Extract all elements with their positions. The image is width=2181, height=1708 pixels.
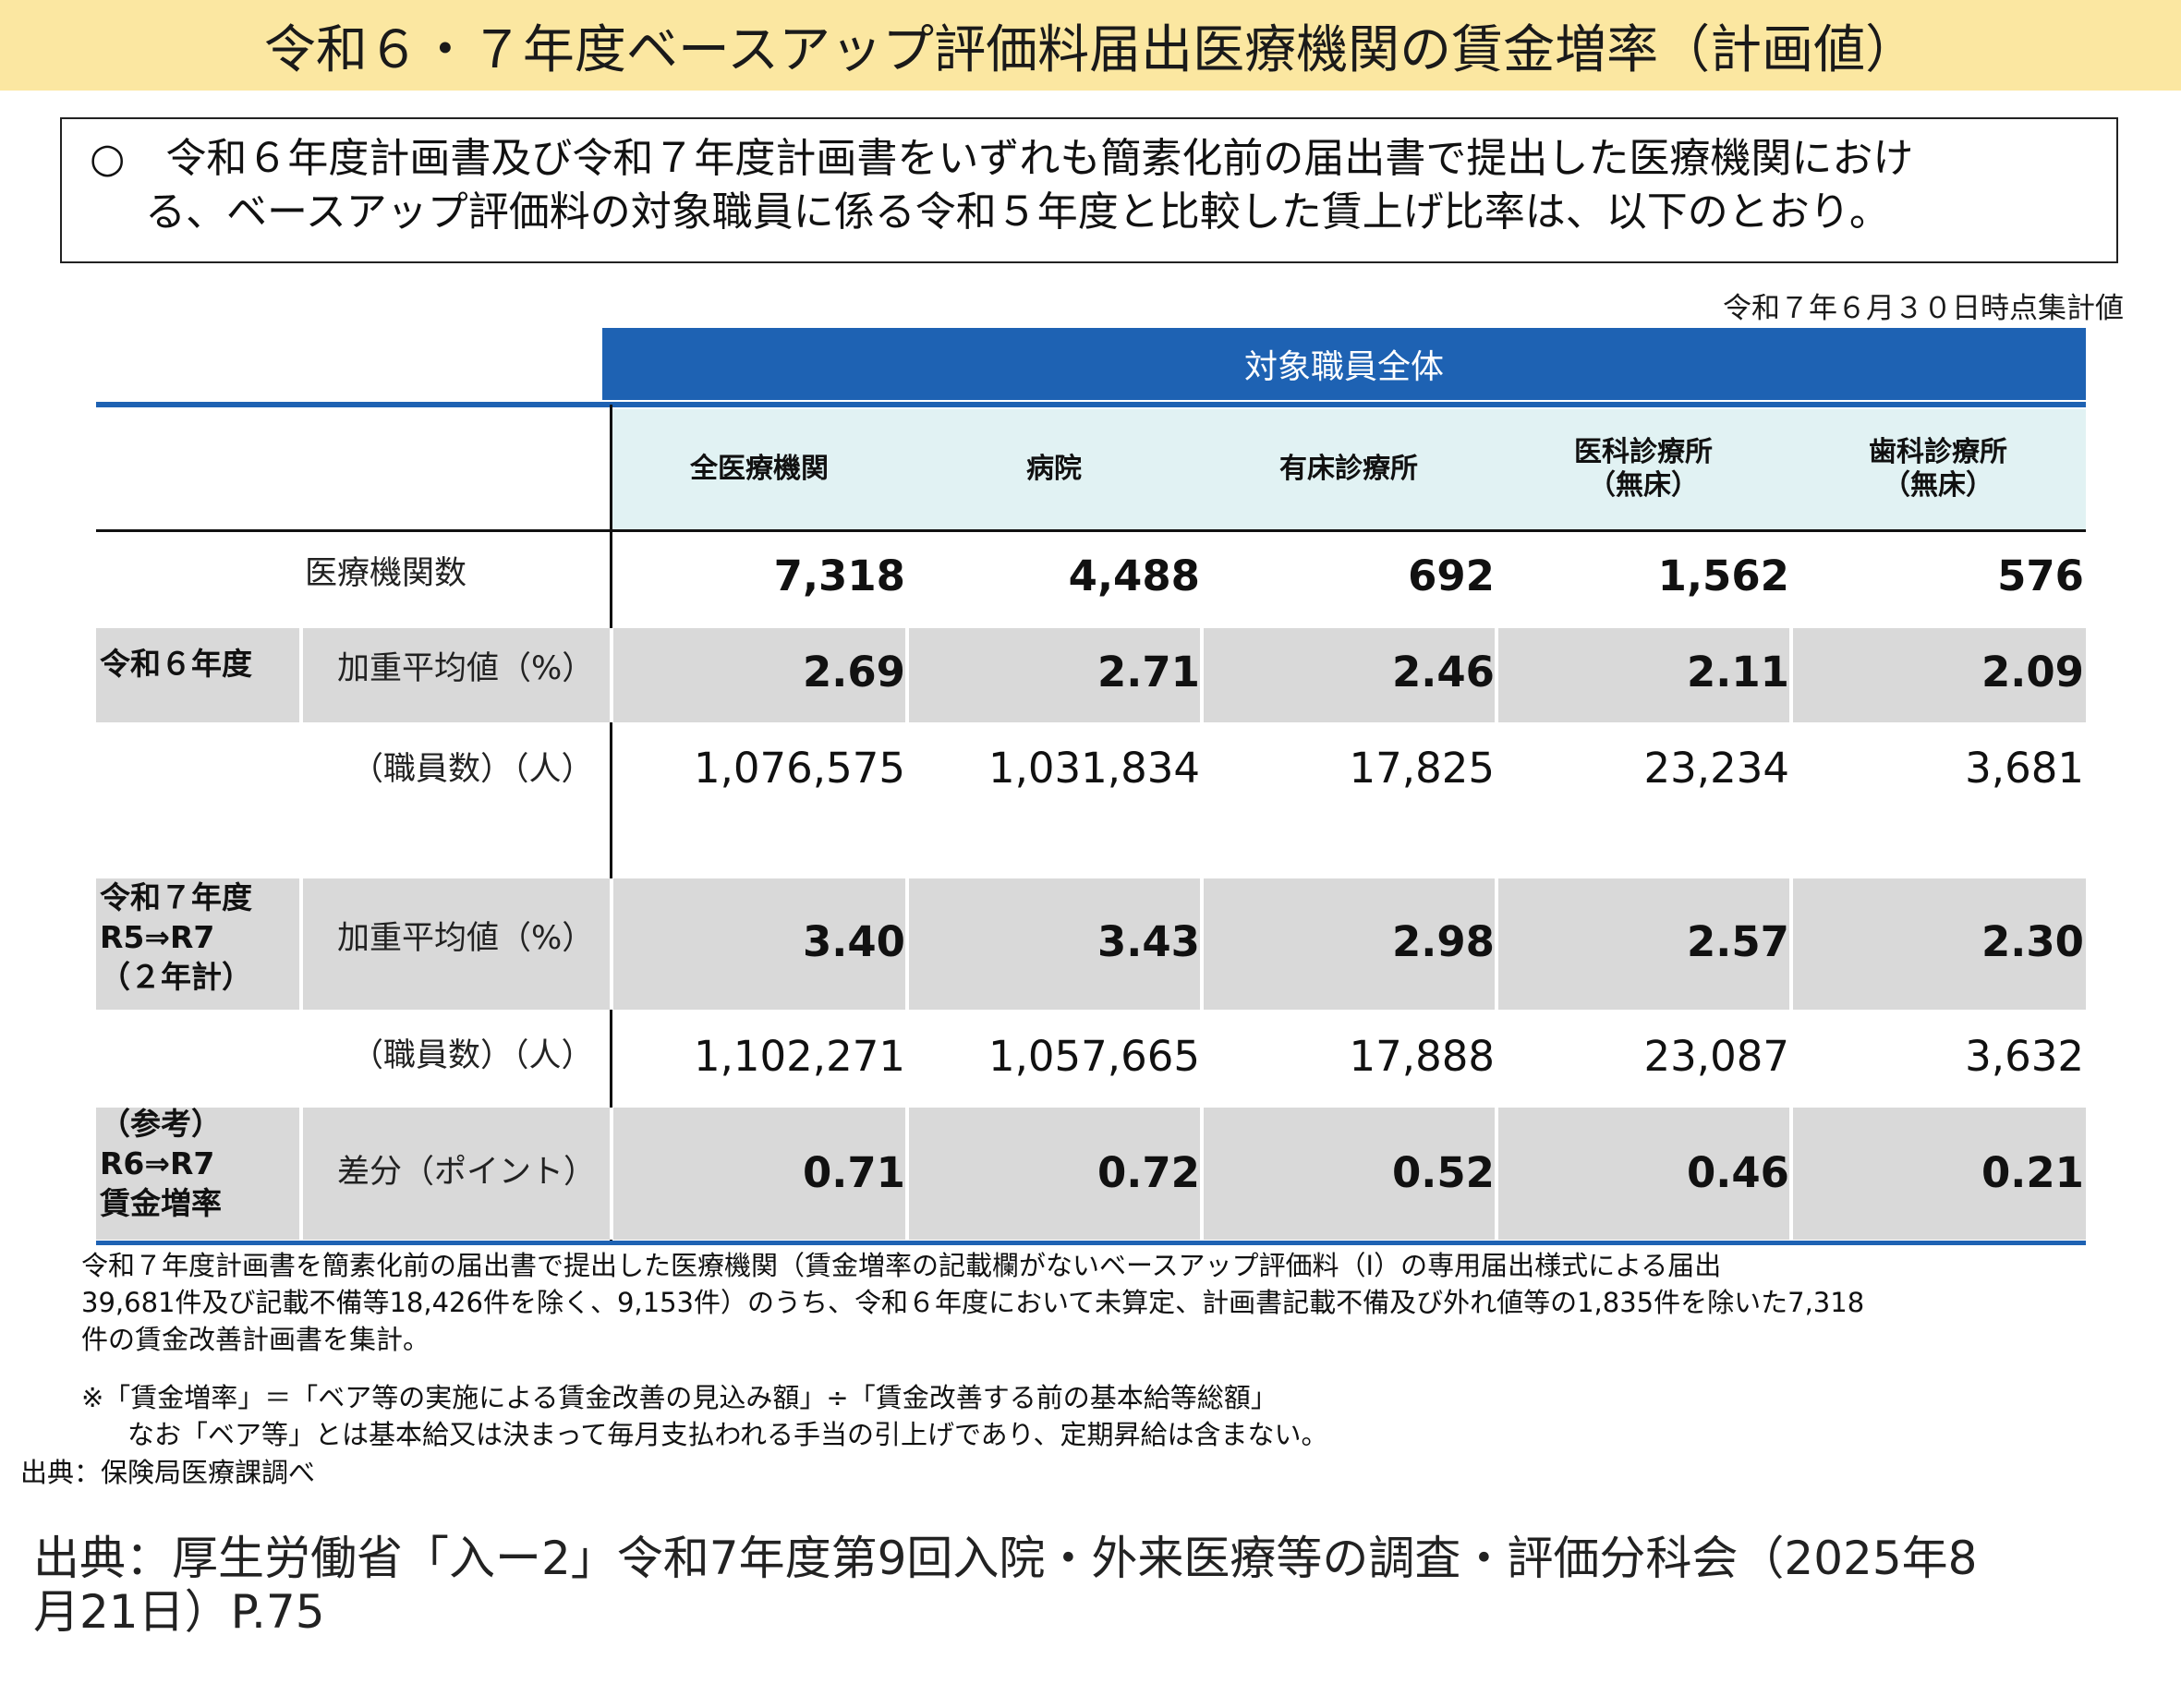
column-header-medical-clinic: 医科診療所 （無床） — [1574, 436, 1713, 502]
r7-staff-all: 1,102,271 — [693, 1032, 905, 1081]
row-bg-diff — [96, 1108, 2086, 1240]
intro-box: ○ 令和６年度計画書及び令和７年度計画書をいずれも簡素化前の届出書で提出した医療… — [60, 117, 2118, 263]
r6-avg-label: 加重平均値（%） — [337, 650, 595, 687]
r6-staff-medical-clinic: 23,234 — [1643, 744, 1789, 793]
r6-avg-all: 2.69 — [802, 648, 905, 697]
r7-group-label: 令和７年度 R5⇒R7 （２年計） — [100, 879, 252, 995]
r7-avg-medical-clinic: 2.57 — [1686, 917, 1789, 966]
r6-avg-dental-clinic: 2.09 — [1981, 648, 2084, 697]
row-bg-r7-avg — [96, 878, 2086, 1010]
table-footnote: 令和７年度計画書を簡素化前の届出書で提出した医療機関（賃金増率の記載欄がないベー… — [81, 1250, 1865, 1355]
header-top-rule — [96, 402, 2086, 407]
table-bottom-rule — [96, 1241, 2086, 1245]
column-header-band — [612, 409, 2086, 529]
institutions-hospital: 4,488 — [1068, 551, 1200, 600]
r7-avg-hospital: 3.43 — [1097, 917, 1200, 966]
institutions-all: 7,318 — [773, 551, 905, 600]
institutions-label: 医療機関数 — [305, 555, 467, 592]
r7-avg-label: 加重平均値（%） — [337, 920, 595, 957]
diff-medical-clinic: 0.46 — [1686, 1148, 1789, 1197]
r6-staff-hospital: 1,031,834 — [988, 744, 1200, 793]
intro-line-2: る、ベースアップ評価料の対象職員に係る令和５年度と比較した賃上げ比率は、以下のと… — [145, 188, 1890, 236]
header-bottom-rule — [96, 529, 2086, 532]
r7-staff-dental-clinic: 3,632 — [1965, 1032, 2084, 1081]
citation: 出典：厚生労働省「入ー2」令和7年度第9回入院・外来医療等の調査・評価分科会（2… — [33, 1532, 1978, 1639]
institutions-dental-clinic: 576 — [1997, 551, 2084, 600]
row-bg-r6-avg — [96, 628, 2086, 722]
r6-avg-hospital: 2.71 — [1097, 648, 1200, 697]
survey-source: 出典：保険局医療課調べ — [20, 1457, 316, 1488]
diff-all: 0.71 — [802, 1148, 905, 1197]
r7-avg-all: 3.40 — [802, 917, 905, 966]
institutions-bed-clinic: 692 — [1408, 551, 1495, 600]
institutions-medical-clinic: 1,562 — [1657, 551, 1789, 600]
r7-staff-label: （職員数）（人） — [351, 1037, 594, 1074]
column-header-bed-clinic: 有床診療所 — [1279, 453, 1418, 485]
intro-line-1: ○ 令和６年度計画書及び令和７年度計画書をいずれも簡素化前の届出書で提出した医療… — [90, 135, 1914, 182]
r6-staff-bed-clinic: 17,825 — [1349, 744, 1495, 793]
column-header-all: 全医療機関 — [690, 453, 829, 485]
r6-avg-bed-clinic: 2.46 — [1391, 648, 1495, 697]
label-column-divider — [610, 405, 612, 1245]
page-title: 令和６・７年度ベースアップ評価料届出医療機関の賃金増率（計画値） — [0, 0, 2181, 91]
r7-avg-dental-clinic: 2.30 — [1981, 917, 2084, 966]
r7-staff-hospital: 1,057,665 — [988, 1032, 1200, 1081]
r7-staff-bed-clinic: 17,888 — [1349, 1032, 1495, 1081]
column-header-dental-clinic: 歯科診療所 （無床） — [1869, 436, 2007, 502]
r6-staff-dental-clinic: 3,681 — [1965, 744, 2084, 793]
r6-staff-all: 1,076,575 — [693, 744, 905, 793]
diff-label: 差分（ポイント） — [337, 1154, 597, 1191]
column-header-hospital: 病院 — [1026, 453, 1082, 485]
as-of-date: 令和７年６月３０日時点集計値 — [1723, 292, 2124, 325]
r7-avg-bed-clinic: 2.98 — [1391, 917, 1495, 966]
formula-note: ※「賃金増率」＝「ベア等の実施による賃金改善の見込み額」÷「賃金改善する前の基本… — [81, 1382, 1328, 1450]
diff-dental-clinic: 0.21 — [1981, 1148, 2084, 1197]
group-header: 対象職員全体 — [602, 328, 2086, 400]
r6-staff-label: （職員数）（人） — [351, 751, 594, 788]
r7-staff-medical-clinic: 23,087 — [1643, 1032, 1789, 1081]
r6-group-label: 令和６年度 — [100, 646, 252, 682]
diff-group-label: （参考） R6⇒R7 賃金増率 — [100, 1106, 222, 1221]
diff-bed-clinic: 0.52 — [1391, 1148, 1495, 1197]
r6-avg-medical-clinic: 2.11 — [1686, 648, 1789, 697]
diff-hospital: 0.72 — [1097, 1148, 1200, 1197]
